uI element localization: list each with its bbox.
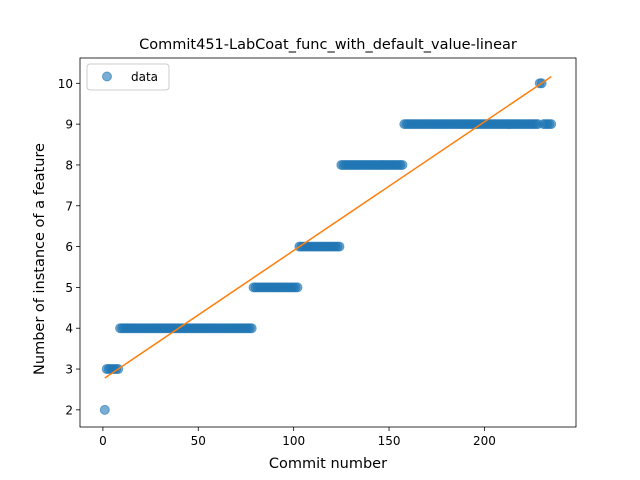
y-tick-label: 6 [65, 240, 73, 254]
data-point [100, 405, 109, 414]
x-tick-label: 200 [473, 434, 496, 448]
x-tick-label: 0 [99, 434, 107, 448]
y-tick-label: 9 [65, 118, 73, 132]
legend: data [87, 64, 169, 90]
data-point [398, 160, 407, 169]
x-axis-label: Commit number [269, 456, 387, 472]
data-point [247, 324, 256, 333]
x-tick-label: 150 [378, 434, 401, 448]
y-tick-label: 3 [65, 363, 73, 377]
x-tick-label: 100 [282, 434, 305, 448]
data-point [335, 242, 344, 251]
y-tick-label: 4 [65, 322, 73, 336]
chart-title: Commit451-LabCoat_func_with_default_valu… [139, 37, 517, 53]
data-point [293, 283, 302, 292]
data-point [547, 120, 556, 129]
y-tick-label: 8 [65, 158, 73, 172]
legend-marker-data [103, 72, 112, 81]
y-axis-label: Number of instance of a feature [32, 143, 48, 375]
y-tick-label: 7 [65, 199, 73, 213]
x-tick-label: 50 [191, 434, 206, 448]
y-tick-label: 10 [58, 77, 73, 91]
legend-label-data: data [131, 70, 158, 84]
y-tick-label: 5 [65, 281, 73, 295]
y-tick-label: 2 [65, 403, 73, 417]
